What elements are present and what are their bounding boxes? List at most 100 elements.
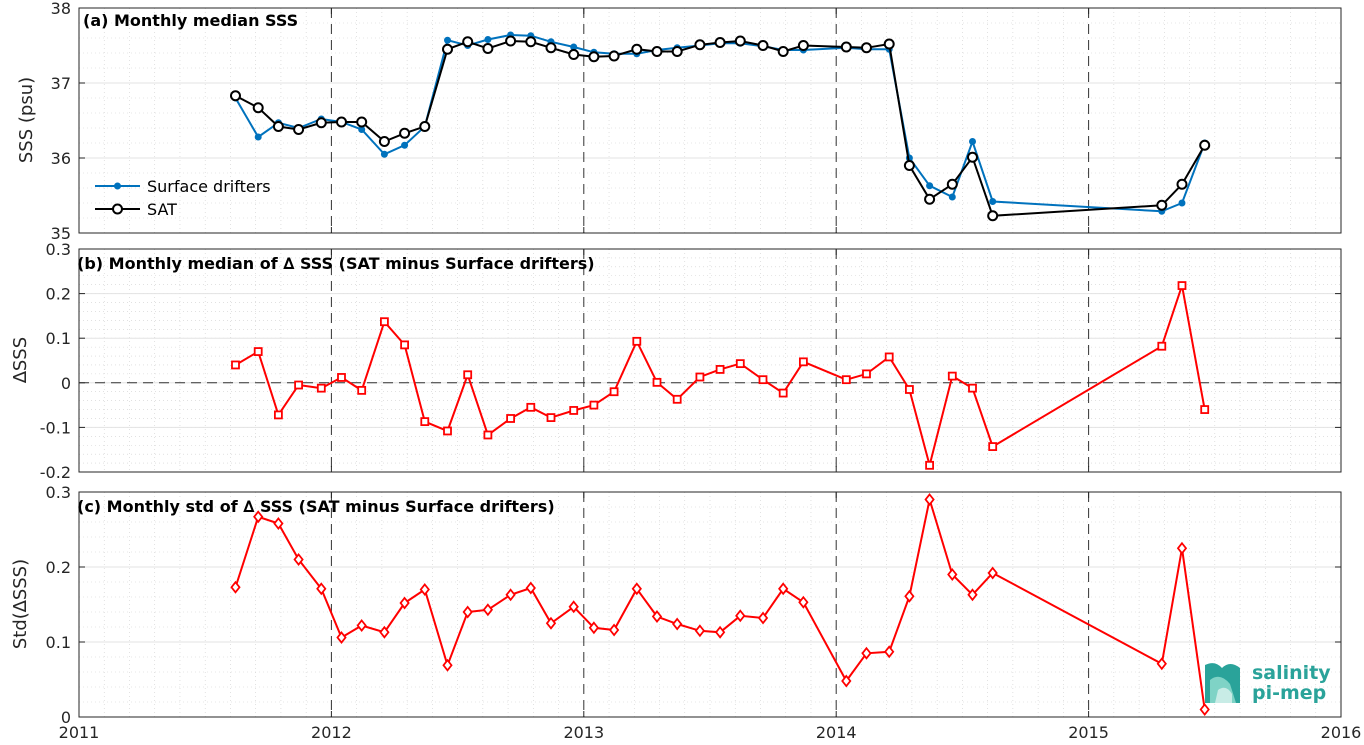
data-point: [862, 369, 871, 379]
data-point: [608, 623, 620, 637]
data-point: [526, 402, 536, 412]
data-point: [989, 198, 997, 205]
data-point: [442, 43, 454, 55]
legend: Surface drifters SAT: [95, 177, 271, 219]
logo-wave-icon: [1205, 663, 1240, 703]
data-point: [401, 141, 409, 149]
logo-text-pi-mep: pi-mep: [1252, 682, 1326, 704]
data-point: [442, 658, 453, 672]
data-point: [380, 150, 388, 158]
data-point: [444, 36, 452, 44]
panel-c-series: [230, 493, 1210, 716]
y-tick-label: 37: [51, 74, 71, 93]
data-point: [631, 582, 642, 596]
y-tick-label: 0.3: [46, 483, 71, 502]
panel-a: 35 36 37 38 (a) Monthly median SSS SSS (psu…: [16, 0, 1342, 243]
data-point: [987, 210, 999, 222]
data-point: [608, 50, 620, 62]
data-point: [735, 609, 746, 623]
data-point: [840, 41, 852, 53]
data-point: [570, 43, 578, 51]
data-point: [778, 582, 789, 596]
panel-c-y-ticks: 0 0.1 0.2 0.3: [46, 483, 1341, 727]
panel-c-ylabel: Std(∆SSS): [10, 559, 31, 649]
data-point: [462, 605, 473, 619]
legend-marker-sat: [112, 203, 123, 215]
data-point: [841, 674, 852, 688]
data-point: [293, 553, 304, 566]
data-point: [546, 413, 556, 422]
data-point: [884, 645, 895, 659]
data-point: [947, 568, 958, 581]
data-point: [380, 317, 389, 327]
data-point: [525, 36, 537, 48]
panel-b-series: [231, 281, 1210, 470]
data-point: [316, 383, 326, 393]
data-point: [925, 460, 934, 470]
y-tick-label: 0: [61, 708, 71, 727]
data-point: [379, 625, 390, 639]
y-tick-label: 38: [51, 0, 71, 18]
data-point: [798, 595, 809, 609]
salinity-pi-mep-logo: salinity pi-mep: [1205, 662, 1331, 704]
data-point: [505, 35, 517, 47]
panel-a-y-ticks: 35 36 37 38: [51, 0, 1342, 243]
data-point: [967, 588, 978, 602]
data-point: [482, 43, 494, 54]
panel-c: 0 0.1 0.2 0.3 2011 2012 2013 2014 2015 2016 (c) …: [10, 483, 1361, 742]
data-point: [568, 49, 580, 60]
data-point: [884, 352, 894, 362]
data-point: [947, 371, 957, 381]
data-point: [946, 178, 958, 190]
x-tick-label: 2014: [816, 723, 857, 742]
data-point: [735, 359, 745, 369]
data-point: [419, 583, 430, 596]
data-point: [588, 51, 600, 63]
data-point: [483, 430, 493, 440]
x-tick-label: 2013: [563, 723, 604, 742]
data-point: [420, 417, 430, 427]
data-point: [294, 380, 303, 390]
data-point: [1200, 405, 1210, 414]
data-point: [484, 36, 492, 43]
data-point: [253, 510, 264, 524]
data-point: [968, 138, 976, 145]
panel-b-title: (b) Monthly median of ∆ SSS (SAT minus S…: [77, 254, 595, 273]
data-point: [1176, 178, 1188, 190]
data-point: [293, 124, 305, 135]
data-point: [714, 625, 726, 639]
panel-c-x-ticks: 2011 2012 2013 2014 2015 2016: [59, 492, 1361, 742]
logo-text-salinity: salinity: [1252, 662, 1331, 684]
data-point: [968, 383, 977, 393]
data-point: [505, 588, 516, 602]
y-tick-label: 0.3: [46, 240, 71, 259]
data-point: [904, 589, 915, 603]
panel-c-title: (c) Monthly std of ∆ SSS (SAT minus Surf…: [77, 497, 555, 516]
data-point: [337, 373, 346, 382]
data-point: [841, 375, 851, 385]
panel-c-year-lines: [330, 492, 1090, 717]
panel-b-y-ticks: -0.2 -0.1 0 0.1 0.2 0.3: [40, 240, 1342, 482]
data-point: [254, 133, 262, 141]
data-point: [1176, 541, 1188, 555]
data-point: [400, 340, 409, 350]
data-point: [399, 127, 411, 139]
data-point: [631, 43, 643, 55]
y-tick-label: 35: [51, 224, 71, 243]
data-point: [757, 611, 769, 625]
data-point: [229, 90, 241, 102]
data-point: [399, 596, 410, 610]
x-tick-label: 2012: [311, 723, 352, 742]
data-point: [987, 566, 998, 580]
y-tick-label: -0.1: [40, 418, 71, 437]
data-point: [273, 517, 284, 530]
panel-b-ylabel: ∆SSS: [10, 337, 31, 384]
data-point: [797, 40, 809, 51]
data-point: [358, 126, 366, 133]
data-point: [253, 347, 263, 356]
data-point: [252, 102, 264, 114]
data-point: [694, 39, 706, 51]
panel-a-title: (a) Monthly median SSS: [83, 11, 298, 30]
data-point: [463, 370, 473, 380]
